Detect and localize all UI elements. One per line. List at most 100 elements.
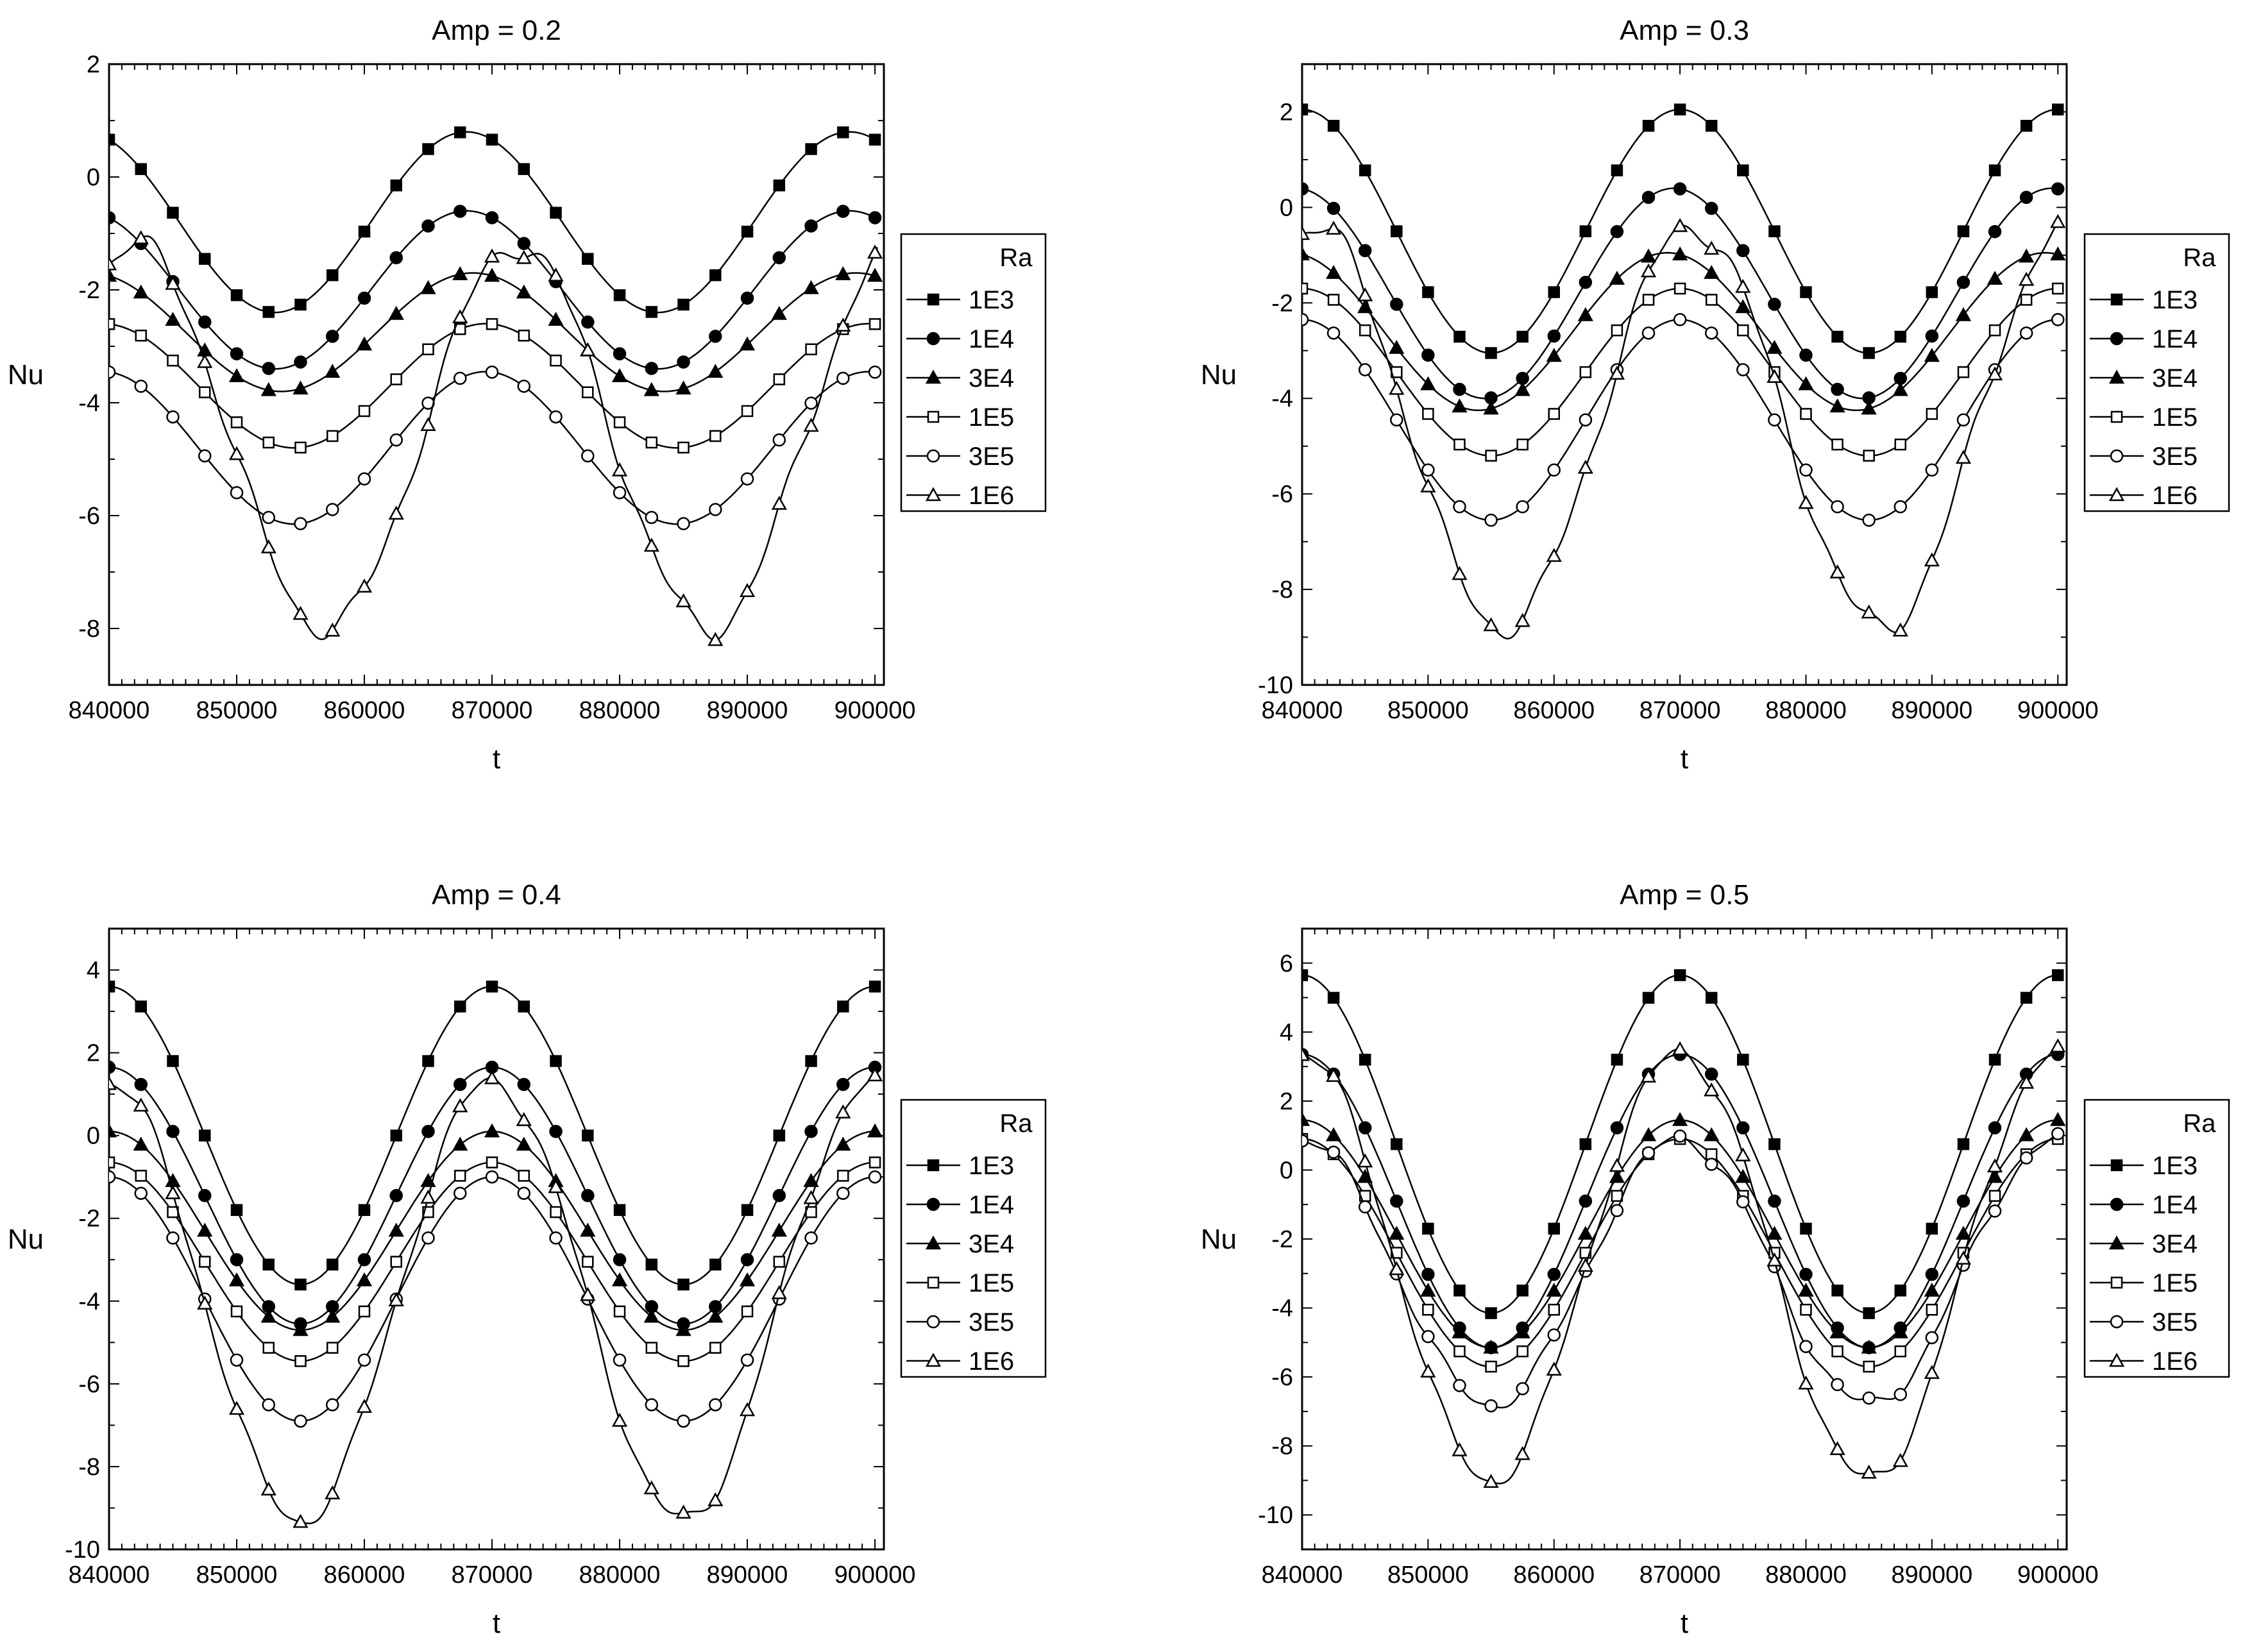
legend-marker-3E4 bbox=[2108, 369, 2125, 384]
legend-marker-3E5 bbox=[2110, 449, 2124, 463]
data-point-3E5 bbox=[421, 1231, 435, 1245]
x-tick-label: 890000 bbox=[1891, 1562, 1972, 1589]
data-point-1E3 bbox=[1548, 1222, 1561, 1235]
legend-marker-1E6 bbox=[925, 1353, 942, 1367]
data-point-1E3 bbox=[1391, 225, 1403, 237]
data-point-3E5 bbox=[2051, 1127, 2065, 1141]
data-point-1E4 bbox=[613, 1253, 627, 1267]
data-point-3E5 bbox=[645, 1398, 659, 1412]
data-point-3E4 bbox=[2050, 246, 2066, 261]
data-point-3E4 bbox=[643, 1308, 659, 1323]
x-tick-label: 880000 bbox=[579, 697, 661, 724]
data-point-1E6 bbox=[1704, 1082, 1720, 1097]
data-point-1E6 bbox=[1829, 564, 1845, 578]
legend-label-1E4: 1E4 bbox=[969, 1191, 1014, 1219]
data-point-3E4 bbox=[1452, 1324, 1468, 1338]
data-point-1E5 bbox=[677, 1355, 690, 1367]
data-point-1E4 bbox=[1768, 1194, 1781, 1208]
series-markers-1E3 bbox=[1302, 103, 2064, 359]
data-point-1E3 bbox=[1359, 1054, 1371, 1066]
data-point-3E4 bbox=[1861, 400, 1877, 415]
data-point-3E4 bbox=[803, 280, 819, 294]
legend-label-1E5: 1E5 bbox=[969, 1269, 1014, 1297]
legend-marker-3E5 bbox=[926, 449, 940, 463]
data-point-1E3 bbox=[805, 143, 817, 155]
data-point-1E5 bbox=[1327, 294, 1340, 306]
series-line-3E4 bbox=[1302, 1119, 2061, 1349]
data-point-1E5 bbox=[805, 343, 817, 355]
data-point-1E4 bbox=[1421, 348, 1435, 362]
data-point-3E5 bbox=[1893, 500, 1908, 514]
data-point-1E6 bbox=[356, 1399, 373, 1413]
data-point-3E5 bbox=[230, 1353, 244, 1367]
data-point-1E6 bbox=[1924, 1365, 1940, 1379]
legend-marker-3E4 bbox=[925, 1235, 942, 1250]
data-point-1E5 bbox=[837, 1170, 849, 1182]
data-point-1E6 bbox=[580, 342, 596, 357]
data-point-1E5 bbox=[1302, 282, 1309, 295]
data-point-1E4 bbox=[1547, 1267, 1561, 1281]
data-point-3E5 bbox=[1516, 500, 1529, 514]
data-point-1E5 bbox=[1737, 324, 1749, 337]
data-point-1E3 bbox=[1831, 330, 1843, 343]
data-point-3E4 bbox=[260, 1308, 276, 1323]
data-point-1E3 bbox=[1327, 119, 1340, 132]
data-point-1E4 bbox=[1421, 1267, 1435, 1281]
data-point-3E4 bbox=[1892, 1324, 1908, 1338]
series-markers-3E4 bbox=[1302, 246, 2066, 415]
data-point-1E6 bbox=[1325, 221, 1342, 235]
data-point-3E4 bbox=[2050, 1111, 2066, 1126]
data-point-3E4 bbox=[1735, 299, 1751, 314]
data-point-3E4 bbox=[292, 1322, 309, 1336]
data-point-3E4 bbox=[611, 368, 628, 382]
data-point-1E6 bbox=[325, 1485, 341, 1499]
data-point-1E4 bbox=[389, 251, 403, 265]
data-point-3E5 bbox=[1831, 1378, 1844, 1392]
series-markers-1E3 bbox=[109, 126, 881, 318]
legend-box bbox=[900, 233, 1047, 512]
data-point-1E4 bbox=[677, 355, 690, 369]
data-point-3E5 bbox=[134, 1186, 148, 1200]
y-tick-label: -2 bbox=[1271, 1226, 1293, 1253]
series-markers-1E5 bbox=[1302, 1133, 2064, 1373]
plot-title: Amp = 0.2 bbox=[432, 15, 561, 46]
data-point-3E4 bbox=[1325, 265, 1342, 279]
data-point-1E6 bbox=[292, 605, 309, 620]
series-markers-3E4 bbox=[1302, 1111, 2066, 1354]
data-point-1E5 bbox=[135, 330, 148, 342]
data-point-1E3 bbox=[1302, 103, 1309, 115]
data-point-1E4 bbox=[421, 219, 435, 233]
data-point-1E3 bbox=[1705, 991, 1718, 1004]
y-tick-label: 2 bbox=[87, 51, 100, 78]
data-point-1E3 bbox=[805, 1055, 817, 1067]
data-point-1E6 bbox=[867, 1067, 883, 1082]
data-point-1E5 bbox=[741, 1305, 754, 1318]
data-point-3E4 bbox=[1546, 1283, 1562, 1297]
legend-label-1E5: 1E5 bbox=[2152, 403, 2198, 432]
panel-2: 840000 850000 860000 870000 880000 890000 9000… bbox=[1201, 15, 2230, 775]
x-tick-label: 850000 bbox=[1387, 697, 1469, 724]
data-point-1E5 bbox=[358, 1305, 371, 1318]
data-point-1E5 bbox=[1422, 408, 1434, 420]
legend-marker-3E5 bbox=[926, 1315, 940, 1329]
data-point-3E4 bbox=[228, 1272, 245, 1286]
panel-1: 840000 850000 860000 870000 880000 890000 9000… bbox=[8, 15, 1047, 775]
legend-label-1E3: 1E3 bbox=[2152, 1152, 2198, 1180]
data-point-3E4 bbox=[1357, 1168, 1373, 1183]
y-tick-label: -10 bbox=[1258, 1502, 1293, 1529]
data-point-3E4 bbox=[1483, 1339, 1499, 1354]
data-point-1E5 bbox=[454, 1170, 466, 1182]
data-point-1E6 bbox=[1735, 1147, 1751, 1161]
data-point-1E5 bbox=[645, 436, 658, 449]
data-point-3E5 bbox=[1641, 326, 1656, 340]
series-group bbox=[1302, 969, 2066, 1488]
data-point-3E4 bbox=[2019, 1127, 2035, 1142]
data-point-1E6 bbox=[484, 248, 500, 263]
data-point-1E3 bbox=[709, 269, 722, 282]
data-point-3E4 bbox=[611, 1272, 628, 1286]
series-line-1E4 bbox=[109, 1066, 878, 1325]
data-point-1E5 bbox=[1453, 1345, 1466, 1358]
data-point-1E6 bbox=[1302, 226, 1310, 240]
x-tick-label: 840000 bbox=[69, 697, 150, 724]
legend-marker-1E6 bbox=[2108, 1353, 2125, 1367]
